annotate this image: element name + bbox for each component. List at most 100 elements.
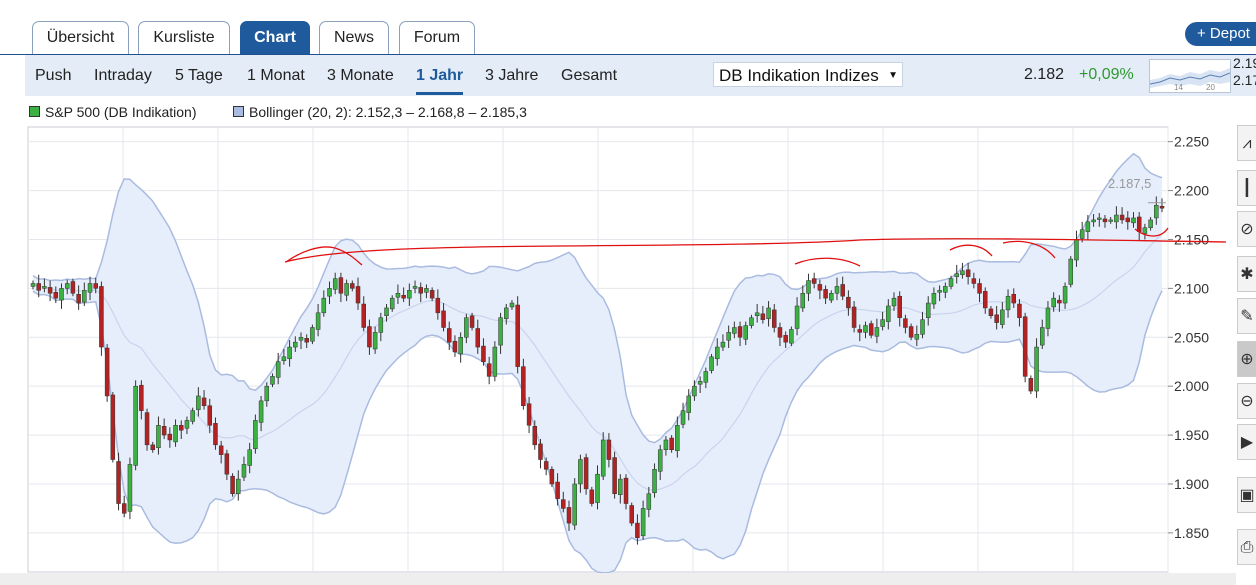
tab-uebersicht[interactable]: Übersicht xyxy=(32,21,129,54)
candle-body xyxy=(829,293,834,301)
tab-news[interactable]: News xyxy=(319,21,389,54)
nav-3-jahre[interactable]: 3 Jahre xyxy=(485,67,539,84)
candle-body xyxy=(561,499,566,509)
nav-intraday[interactable]: Intraday xyxy=(94,67,152,84)
candle-body xyxy=(116,461,121,504)
candle-body xyxy=(42,286,47,289)
candle-body xyxy=(840,284,845,297)
line-chart-icon[interactable]: ⩘ xyxy=(1237,125,1256,161)
candle-body xyxy=(47,287,53,294)
print-icon[interactable]: ⎙ xyxy=(1237,529,1256,565)
candle-body xyxy=(851,306,857,328)
candle-body xyxy=(1051,297,1056,308)
candle-body xyxy=(504,307,509,319)
add-depot-button[interactable]: + Depot xyxy=(1185,22,1256,46)
candle-body xyxy=(1119,214,1125,221)
candle-body xyxy=(281,356,287,361)
candle-body xyxy=(407,290,412,299)
candle-body xyxy=(965,269,971,277)
candle-body xyxy=(492,346,498,377)
candle-body xyxy=(971,278,977,284)
candle-body xyxy=(104,347,110,397)
nav-1-jahr[interactable]: 1 Jahr xyxy=(416,67,464,95)
candle-body xyxy=(994,314,999,323)
candle-body xyxy=(1114,214,1119,223)
candle-body xyxy=(264,385,270,402)
source-select[interactable]: DB Indikation Indizes ▼ xyxy=(713,62,903,87)
candle-body xyxy=(663,439,669,450)
candle-body xyxy=(920,319,925,335)
candle-body xyxy=(652,469,657,494)
candlestick-icon[interactable]: ┃ xyxy=(1237,170,1256,206)
sparkline-graph: 14 20 xyxy=(1150,68,1230,92)
indicator-icon[interactable]: ⊘ xyxy=(1237,211,1256,247)
spark-label-bottom: 2.17 xyxy=(1233,72,1256,88)
candle-body xyxy=(361,303,366,328)
play-icon[interactable]: ▶ xyxy=(1237,424,1256,460)
candle-body xyxy=(697,381,703,385)
zoom-in-icon[interactable]: ⊕ xyxy=(1237,341,1256,377)
candle-body xyxy=(173,425,178,443)
sparkline-thumbnail[interactable]: 14 20 xyxy=(1149,59,1231,93)
candle-body xyxy=(903,318,908,328)
candle-body xyxy=(481,345,486,362)
candle-body xyxy=(846,296,851,309)
candle-body xyxy=(897,295,902,318)
candle-body xyxy=(863,325,868,333)
candle-body xyxy=(429,290,435,299)
candle-body xyxy=(1142,227,1148,234)
candle-body xyxy=(230,475,235,495)
bollinger-band-area xyxy=(33,153,1162,573)
candle-body xyxy=(99,286,104,348)
candle-body xyxy=(777,327,783,338)
candle-body xyxy=(458,337,463,355)
candle-body xyxy=(133,385,138,466)
tab-chart[interactable]: Chart xyxy=(240,21,310,54)
spark-label-top: 2.19 xyxy=(1233,55,1256,71)
spark-tick-b: 20 xyxy=(1206,83,1215,92)
annotation-arc xyxy=(1002,240,1056,259)
nav-push[interactable]: Push xyxy=(35,67,72,84)
nav-1-monat[interactable]: 1 Monat xyxy=(247,67,305,84)
candle-body xyxy=(635,522,640,539)
candle-body xyxy=(600,439,606,477)
tab-kursliste[interactable]: Kursliste xyxy=(138,21,230,54)
candle-body xyxy=(1131,217,1136,224)
candle-body xyxy=(834,286,840,294)
nav-5-tage[interactable]: 5 Tage xyxy=(175,67,223,84)
zoom-out-icon[interactable]: ⊖ xyxy=(1237,383,1256,419)
candle-body xyxy=(156,425,161,449)
bollinger-lower-line xyxy=(32,290,1163,574)
candle-body xyxy=(657,449,663,472)
last-price: 2.182 xyxy=(1024,66,1065,83)
candle-body xyxy=(874,327,880,337)
candle-body xyxy=(623,477,629,504)
candle-body xyxy=(93,283,98,289)
candle-body xyxy=(1011,293,1016,304)
candle-body xyxy=(521,366,526,406)
candle-body xyxy=(332,278,338,290)
settings-icon[interactable]: ✱ xyxy=(1237,256,1256,292)
candle-body xyxy=(298,337,304,341)
y-tick-label: 2.150 xyxy=(1174,231,1209,247)
candle-body xyxy=(395,293,401,298)
candle-body xyxy=(977,283,982,294)
candle-body xyxy=(350,283,355,289)
save-icon[interactable]: ▣ xyxy=(1237,477,1256,513)
draw-icon[interactable]: ✎ xyxy=(1237,298,1256,334)
candle-body xyxy=(253,420,258,450)
candle-body xyxy=(675,425,680,451)
y-tick-label: 2.000 xyxy=(1174,378,1209,394)
candle-body xyxy=(1017,303,1022,318)
nav-3-monate[interactable]: 3 Monate xyxy=(327,67,394,84)
legend-swatch-blue xyxy=(233,106,244,117)
candle-body xyxy=(1097,217,1102,220)
candle-body xyxy=(452,340,458,353)
candle-body xyxy=(800,293,806,309)
tab-forum[interactable]: Forum xyxy=(399,21,475,54)
candle-body xyxy=(1154,204,1159,219)
candle-body xyxy=(509,302,515,308)
candle-body xyxy=(772,309,777,328)
nav-gesamt[interactable]: Gesamt xyxy=(561,67,618,84)
